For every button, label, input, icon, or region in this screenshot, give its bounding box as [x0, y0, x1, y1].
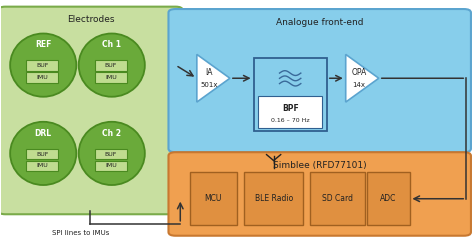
FancyBboxPatch shape — [168, 9, 471, 152]
Text: BPF: BPF — [282, 104, 299, 113]
Bar — [26, 60, 58, 71]
Text: DRL: DRL — [35, 129, 52, 138]
Bar — [244, 173, 303, 225]
Text: SPI lines to IMUs: SPI lines to IMUs — [52, 230, 109, 236]
Text: BLE Radio: BLE Radio — [255, 194, 293, 203]
Ellipse shape — [79, 34, 145, 97]
Text: IMU: IMU — [105, 75, 117, 80]
FancyBboxPatch shape — [0, 7, 182, 214]
Text: BUF: BUF — [105, 63, 117, 68]
Bar — [367, 173, 410, 225]
Bar — [95, 60, 127, 71]
FancyBboxPatch shape — [168, 152, 471, 236]
Ellipse shape — [10, 34, 76, 97]
Text: Analogue front-end: Analogue front-end — [276, 18, 364, 27]
Text: REF: REF — [35, 40, 51, 49]
Text: SD Card: SD Card — [322, 194, 353, 203]
Text: BUF: BUF — [105, 151, 117, 156]
Bar — [26, 149, 58, 159]
Polygon shape — [197, 54, 230, 102]
Text: BUF: BUF — [36, 151, 48, 156]
Ellipse shape — [79, 122, 145, 185]
Ellipse shape — [10, 122, 76, 185]
Bar — [190, 173, 237, 225]
Text: 0.16 – 70 Hz: 0.16 – 70 Hz — [271, 118, 310, 123]
Text: IA: IA — [206, 68, 213, 77]
Polygon shape — [346, 54, 379, 102]
Text: ADC: ADC — [380, 194, 396, 203]
Text: Electrodes: Electrodes — [67, 15, 114, 24]
Bar — [26, 161, 58, 171]
Bar — [258, 96, 322, 128]
Text: IMU: IMU — [105, 163, 117, 168]
Text: OPA: OPA — [351, 68, 366, 77]
Text: 501x: 501x — [201, 82, 218, 88]
Bar — [95, 149, 127, 159]
Text: IMU: IMU — [36, 75, 48, 80]
Text: Simblee (RFD77101): Simblee (RFD77101) — [273, 161, 366, 170]
Text: MCU: MCU — [205, 194, 222, 203]
Text: 14x: 14x — [353, 82, 365, 88]
Text: BUF: BUF — [36, 63, 48, 68]
Text: Ch 1: Ch 1 — [102, 40, 121, 49]
Bar — [254, 58, 327, 131]
Bar — [95, 161, 127, 171]
Bar — [95, 72, 127, 83]
Text: Ch 2: Ch 2 — [102, 129, 121, 138]
Bar — [310, 173, 365, 225]
Text: IMU: IMU — [36, 163, 48, 168]
Bar — [26, 72, 58, 83]
